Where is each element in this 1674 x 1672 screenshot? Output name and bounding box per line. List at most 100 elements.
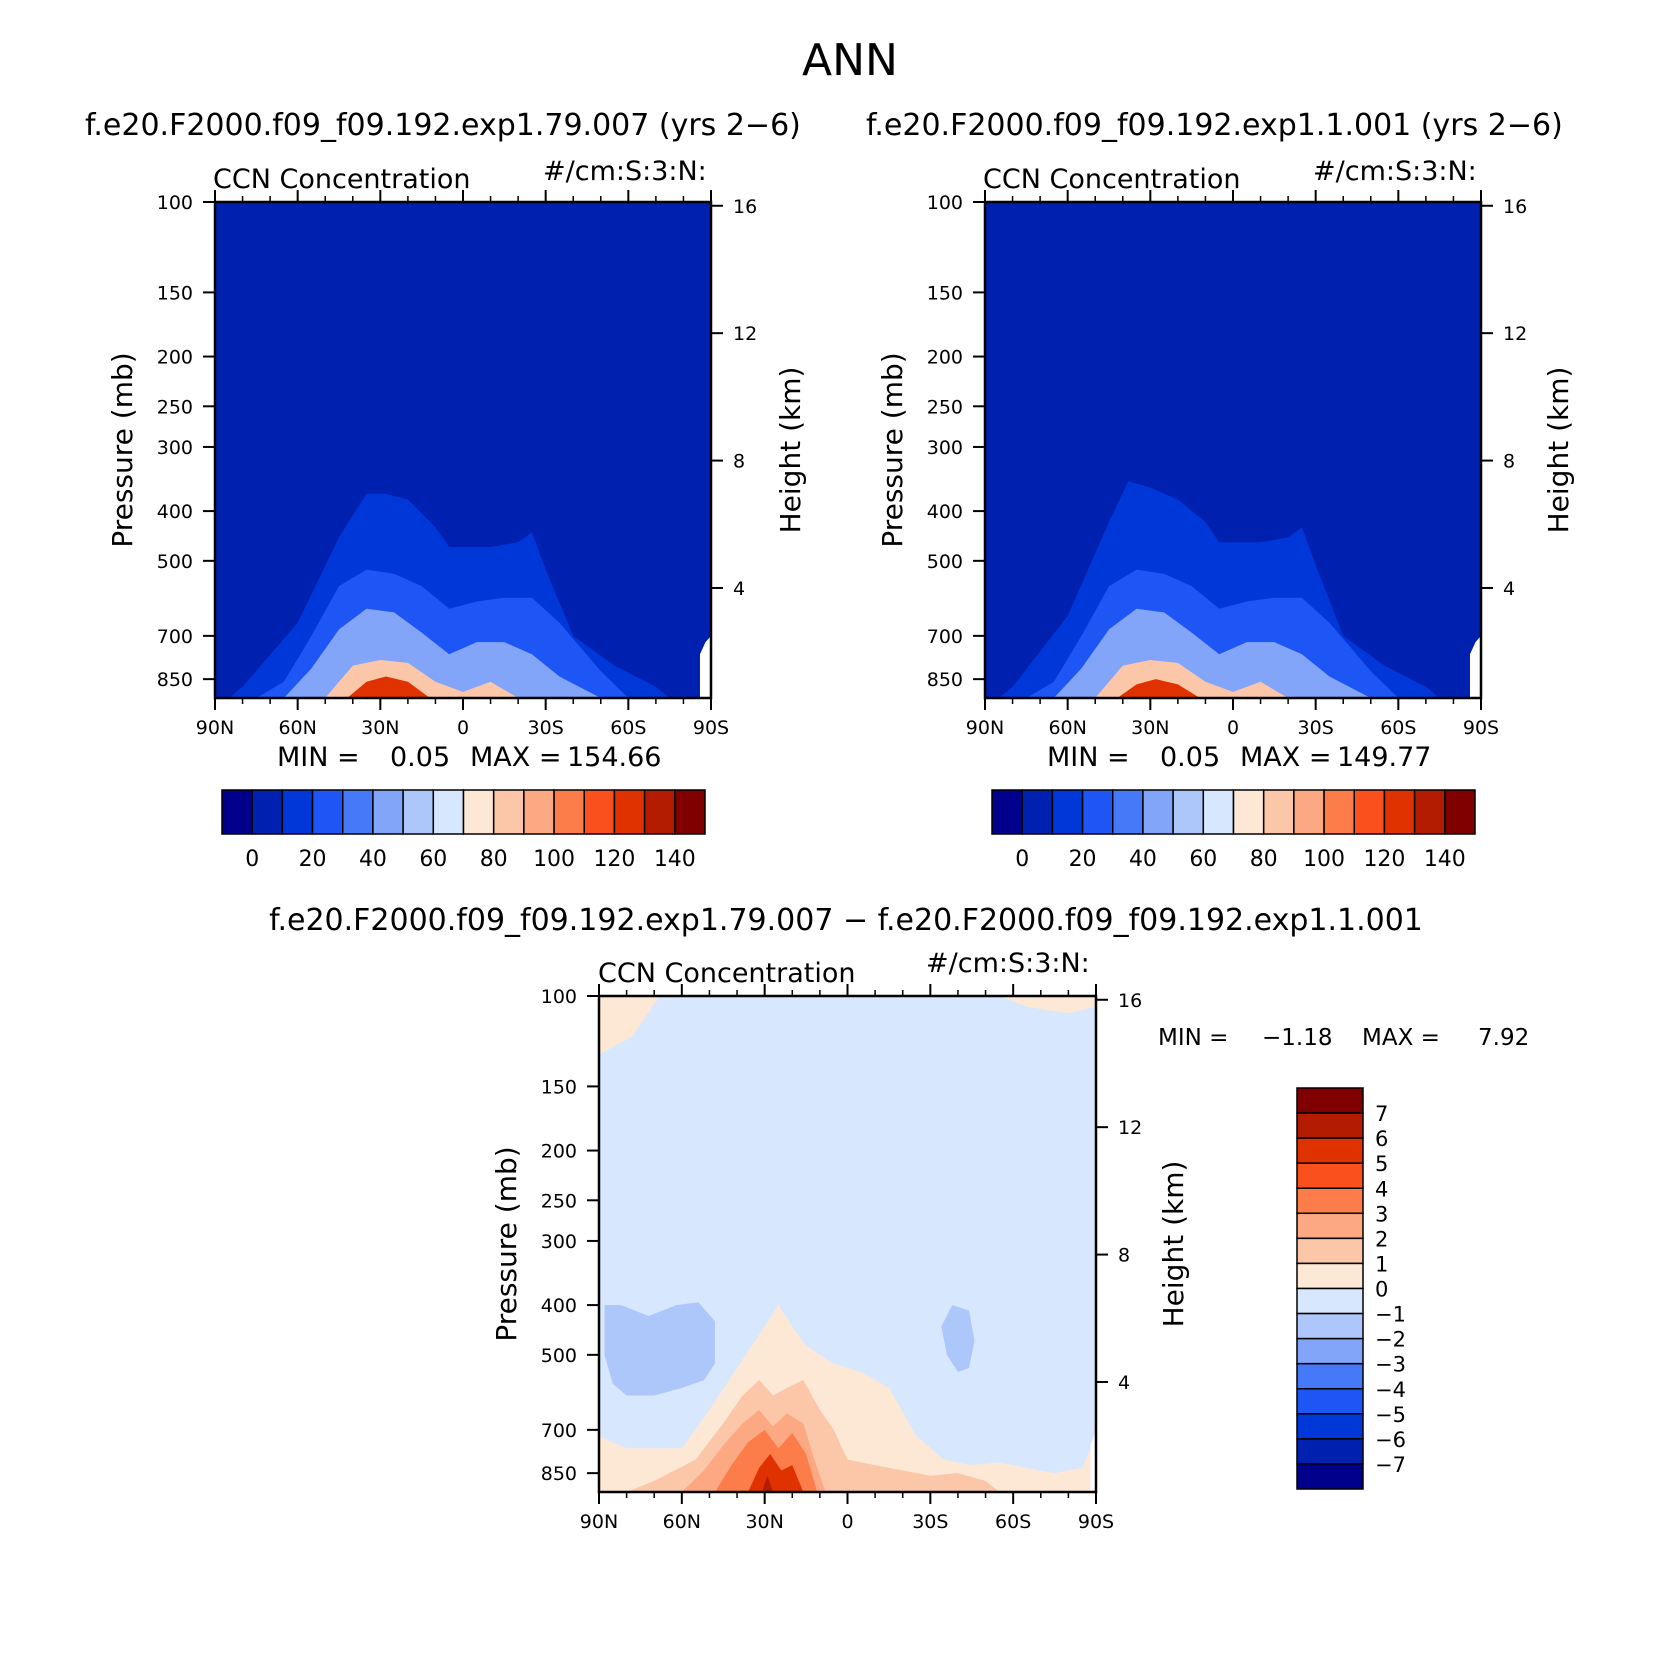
colorbar-swatch: [1296, 1438, 1364, 1465]
colorbar-swatch: [1296, 1262, 1364, 1290]
y2-tick-label: 4: [733, 578, 745, 600]
colorbar-swatch: [1142, 789, 1174, 835]
colorbar-swatch: [1296, 1287, 1364, 1315]
min-value: −1.18: [1262, 1025, 1332, 1051]
colorbar-swatch: [1296, 1162, 1364, 1189]
x-tick-label: 30N: [1131, 717, 1169, 739]
y-tick-label: 400: [927, 501, 963, 523]
colorbar-swatch: [372, 789, 404, 835]
colorbar-swatch: [1296, 1337, 1364, 1365]
colorbar-swatch: [1112, 789, 1144, 835]
max-label: MAX =: [1362, 1025, 1440, 1051]
colorbar-swatch: [342, 789, 374, 835]
x-tick-label: 90S: [1463, 717, 1499, 739]
contour-fill-case1: [215, 202, 711, 698]
colorbar-tick-label: 140: [654, 847, 696, 872]
colorbar-tick-label: 60: [419, 847, 447, 872]
y-tick-label: 700: [927, 626, 963, 648]
colorbar-tick-label: 60: [1189, 847, 1217, 872]
y-tick-label: 150: [157, 282, 193, 304]
contour-fill-case2: [985, 202, 1481, 698]
x-tick-label: 0: [1227, 717, 1239, 739]
colorbar-swatch: [1202, 789, 1235, 835]
x-tick-label: 30N: [361, 717, 399, 739]
y-tick-label: 250: [541, 1190, 577, 1212]
x-tick-label: 30S: [1298, 717, 1334, 739]
x-tick-label: 90N: [196, 717, 234, 739]
y2-tick-label: 4: [1503, 578, 1515, 600]
y-tick-label: 300: [541, 1231, 577, 1253]
colorbar-tick-label: 100: [533, 847, 575, 872]
colorbar-swatch: [251, 789, 284, 835]
colorbar-swatch: [432, 789, 465, 835]
colorbar-swatch: [991, 789, 1023, 835]
x-tick-label: 60S: [610, 717, 646, 739]
units-label: #/cm:S:3:N:: [926, 948, 1090, 979]
y-tick-label: 850: [927, 669, 963, 691]
x-tick-label: 60S: [1380, 717, 1416, 739]
colorbar-swatch: [221, 789, 253, 835]
y2-tick-label: 16: [1503, 196, 1527, 218]
missing-data-area: [699, 635, 711, 698]
colorbar-swatch: [1232, 789, 1265, 835]
colorbar-tick-label: −4: [1375, 1378, 1406, 1402]
min-value: 0.05: [1160, 742, 1220, 773]
y-tick-label: 700: [541, 1420, 577, 1442]
y-tick-label: 150: [541, 1076, 577, 1098]
colorbar-tick-label: 140: [1424, 847, 1466, 872]
min-label: MIN =: [1047, 742, 1130, 773]
y-tick-label: 250: [927, 396, 963, 418]
min-label: MIN =: [277, 742, 360, 773]
variable-title: CCN Concentration: [983, 164, 1241, 195]
min-label: MIN =: [1158, 1025, 1228, 1051]
colorbar-tick-label: 120: [1363, 847, 1405, 872]
colorbar-swatch: [1296, 1187, 1364, 1215]
y-tick-label: 100: [927, 192, 963, 214]
case2-title: f.e20.F2000.f09_f09.192.exp1.1.001 (yrs …: [866, 108, 1563, 143]
contour-region: [1117, 679, 1200, 698]
colorbar-tick-label: 2: [1375, 1227, 1388, 1251]
y-axis-label: Pressure (mb): [106, 352, 139, 547]
colorbar-swatch: [1296, 1312, 1364, 1340]
x-tick-label: 30S: [912, 1511, 948, 1533]
colorbar-tick-label: −7: [1375, 1453, 1406, 1477]
missing-data-area: [1469, 635, 1481, 698]
y-tick-label: 500: [927, 551, 963, 573]
colorbar-swatch: [1172, 789, 1205, 835]
colorbar-swatch: [553, 789, 585, 835]
y-tick-label: 250: [157, 396, 193, 418]
y-tick-label: 850: [157, 669, 193, 691]
colorbar-tick-label: 6: [1375, 1127, 1388, 1151]
y-tick-label: 850: [541, 1463, 577, 1485]
panel-difference: 90N 60N 30N 0 30S 60S 90S100150200250300400500…: [490, 948, 1529, 1533]
colorbar-swatch: [1051, 789, 1084, 835]
y-axis-label: Pressure (mb): [490, 1146, 523, 1341]
colorbar-swatch: [492, 789, 525, 835]
min-value: 0.05: [390, 742, 450, 773]
y2-tick-label: 8: [1118, 1245, 1130, 1267]
axis-ticks-difference: 90N 60N 30N 0 30S 60S 90S 100 150 200 250 300 400 500…: [541, 984, 1142, 1533]
units-label: #/cm:S:3:N:: [1313, 156, 1477, 187]
colorbar-swatch: [311, 789, 344, 835]
panel-case1: 90N 60N 30N 0 30S 60S 90S100150200250300400500…: [106, 156, 807, 872]
y2-axis-label: Height (km): [1157, 1161, 1190, 1328]
colorbar-tick-label: 0: [1015, 847, 1029, 872]
contour-region: [748, 1453, 804, 1492]
x-tick-label: 60N: [1048, 717, 1086, 739]
colorbar-tick-label: 120: [593, 847, 635, 872]
contour-region: [761, 1475, 773, 1492]
colorbar-tick-label: 3: [1375, 1202, 1388, 1226]
colorbar-tick-label: 0: [1375, 1278, 1388, 1302]
x-tick-label: 60N: [278, 717, 316, 739]
colorbar-swatch: [1296, 1237, 1364, 1265]
colorbar-case1: 0 20 40 60 80 100 120 140: [221, 789, 706, 872]
contour-region: [604, 1302, 715, 1396]
y-tick-label: 100: [157, 192, 193, 214]
colorbar-swatch: [1021, 789, 1054, 835]
colorbar-tick-label: 80: [480, 847, 508, 872]
y2-axis-label: Height (km): [1542, 367, 1575, 534]
colorbar-tick-label: 4: [1375, 1177, 1388, 1201]
colorbar-swatch: [1293, 789, 1325, 835]
colorbar-swatch: [1262, 789, 1295, 835]
